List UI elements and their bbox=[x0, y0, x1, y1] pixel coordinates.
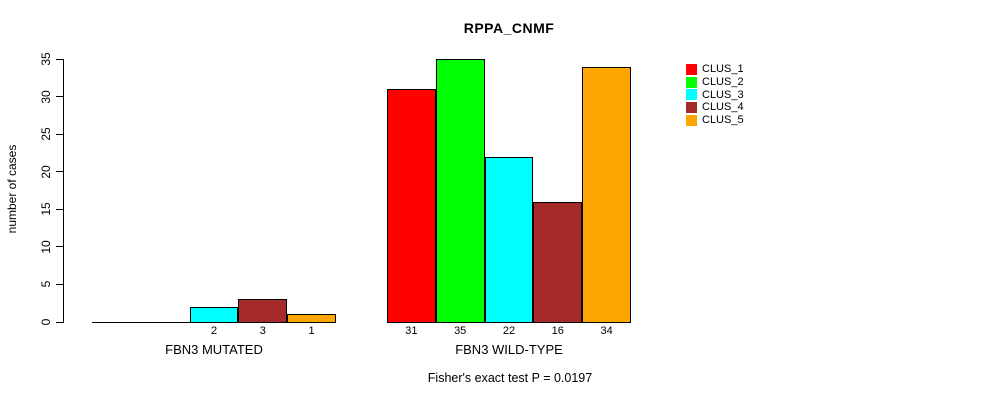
bar-clus_2-2 bbox=[435, 59, 485, 323]
legend-swatch bbox=[686, 114, 697, 126]
bar-value-label: 16 bbox=[551, 325, 564, 337]
legend-item-label: CLUS_5 bbox=[702, 114, 744, 127]
bar-clus_4-2 bbox=[533, 201, 583, 323]
y-tick-mark bbox=[56, 96, 63, 98]
legend-item: CLUS_1 bbox=[686, 63, 744, 76]
legend-swatch bbox=[686, 89, 697, 101]
legend-item: CLUS_3 bbox=[686, 88, 744, 101]
bar-value-label: 31 bbox=[405, 325, 418, 337]
legend-swatch bbox=[686, 76, 697, 88]
legend-item-label: CLUS_2 bbox=[702, 76, 744, 89]
y-tick-mark bbox=[56, 58, 63, 60]
bar-value-label: 1 bbox=[308, 325, 315, 337]
y-tick-mark bbox=[56, 171, 63, 173]
y-tick-label: 10 bbox=[39, 240, 53, 254]
y-tick-label: 5 bbox=[39, 281, 53, 288]
y-tick-mark bbox=[56, 246, 63, 248]
legend-item-label: CLUS_4 bbox=[702, 101, 744, 114]
bar-clus_1-2 bbox=[387, 89, 436, 323]
bar-value-label: 34 bbox=[600, 325, 613, 337]
legend-swatch bbox=[686, 63, 697, 75]
bar-value-label: 22 bbox=[502, 325, 516, 337]
legend-item: CLUS_5 bbox=[686, 114, 744, 127]
y-tick-mark bbox=[56, 321, 63, 323]
legend-item: CLUS_4 bbox=[686, 101, 744, 114]
bar-value-label: 3 bbox=[259, 325, 266, 337]
bar-clus_5-1 bbox=[287, 314, 336, 323]
y-tick-label: 35 bbox=[39, 52, 53, 66]
group-label: FBN3 WILD-TYPE bbox=[455, 342, 563, 357]
y-tick-label: 15 bbox=[39, 202, 53, 216]
bar-clus_3-1 bbox=[189, 306, 239, 323]
bar-value-label: 35 bbox=[454, 325, 467, 337]
chart-title: RPPA_CNMF bbox=[463, 20, 555, 36]
annotation-text: Fisher's exact test P = 0.0197 bbox=[427, 371, 593, 385]
y-tick-mark bbox=[56, 283, 63, 285]
y-tick-mark bbox=[56, 133, 63, 135]
legend-item-label: CLUS_1 bbox=[702, 63, 744, 76]
group-label: FBN3 MUTATED bbox=[165, 342, 263, 357]
legend-swatch bbox=[686, 101, 697, 113]
bar-clus_5-2 bbox=[582, 66, 631, 323]
y-tick-label: 30 bbox=[39, 89, 53, 104]
y-tick-label: 25 bbox=[39, 127, 53, 141]
y-tick-mark bbox=[56, 208, 63, 210]
bar-clus_3-2 bbox=[484, 156, 534, 323]
bar-value-label: 2 bbox=[210, 325, 218, 337]
y-tick-label: 0 bbox=[39, 318, 53, 326]
y-tick-label: 20 bbox=[39, 165, 53, 179]
legend-item-label: CLUS_3 bbox=[702, 88, 744, 101]
bar-clus_4-1 bbox=[238, 299, 288, 323]
y-axis-line bbox=[63, 59, 64, 323]
legend-item: CLUS_2 bbox=[686, 76, 744, 89]
y-axis-title: number of cases bbox=[5, 144, 19, 234]
legend: CLUS_1 CLUS_2 CLUS_3 CLUS_4 CLUS_5 bbox=[686, 63, 744, 126]
